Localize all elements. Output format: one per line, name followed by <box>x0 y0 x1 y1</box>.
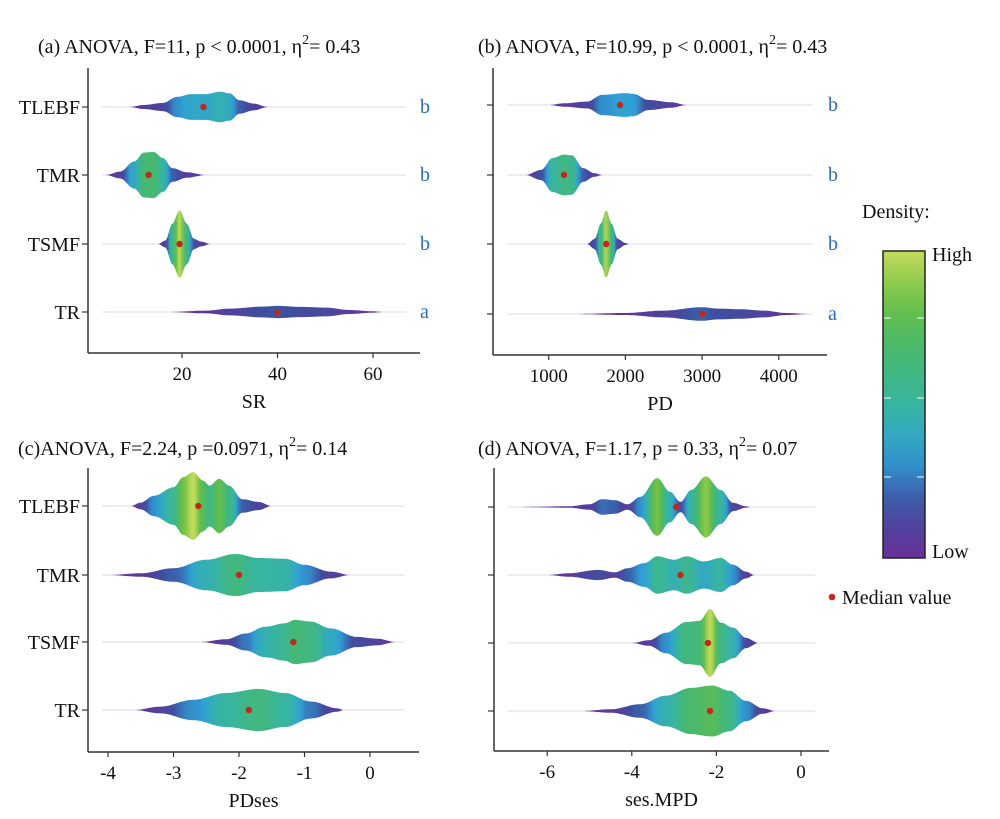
density-colorbar <box>882 250 926 559</box>
x-tick-label: 3000 <box>683 366 721 387</box>
x-tick-label: 60 <box>364 364 383 385</box>
panel-c: (c)ANOVA, F=2.24, p =0.0971, η2= 0.14 -4 -… <box>18 435 419 812</box>
title-superscript: 2 <box>769 33 776 48</box>
panel-a: (a) ANOVA, F=11, p < 0.0001, η2= 0.43 20 4… <box>19 33 430 413</box>
y-tick-label: TLEBF <box>19 496 80 518</box>
y-tick-label: TSMF <box>28 632 80 654</box>
panel-title: (d) ANOVA, F=1.17, p = 0.33, η2= 0.07 <box>478 435 797 460</box>
group-letter: b <box>420 96 430 118</box>
y-tick-label: TLEBF <box>19 97 80 119</box>
legend: Density: High Low Median value <box>828 201 972 609</box>
median-dot <box>274 308 281 316</box>
group-letter: b <box>420 233 430 255</box>
group-letter: b <box>420 164 430 186</box>
panel-title: (b) ANOVA, F=10.99, p < 0.0001, η2= 0.43 <box>478 33 827 58</box>
title-text: (c)ANOVA, F=2.24, p =0.0971, η <box>18 438 289 460</box>
x-tick-label: 0 <box>796 762 806 783</box>
panel-title: (a) ANOVA, F=11, p < 0.0001, η2= 0.43 <box>38 33 360 58</box>
title-superscript: 2 <box>302 33 309 48</box>
median-dot <box>235 571 243 579</box>
legend-high-label: High <box>932 244 972 266</box>
median-dot <box>145 171 152 179</box>
median-dot <box>706 707 714 715</box>
x-tick-label: -6 <box>539 762 555 783</box>
x-tick-label: 1000 <box>530 366 568 387</box>
median-dot <box>698 310 706 318</box>
median-dot <box>176 240 183 248</box>
group-letter: b <box>828 94 838 116</box>
x-tick-label: 4000 <box>760 366 798 387</box>
violin-tmr <box>547 556 755 594</box>
group-letter: a <box>420 301 429 323</box>
panel-b: (b) ANOVA, F=10.99, p < 0.0001, η2= 0.43… <box>478 33 838 415</box>
x-axis-label: SR <box>242 391 267 413</box>
title-text-suffix: = 0.07 <box>746 438 797 460</box>
median-dot <box>704 639 712 647</box>
violin-tr <box>581 685 775 737</box>
median-dot <box>200 103 207 111</box>
median-dot <box>603 240 610 248</box>
title-text-suffix: = 0.43 <box>309 36 360 58</box>
group-letter: b <box>828 233 838 255</box>
violin-tmr <box>105 151 205 199</box>
x-tick-label: 2000 <box>606 366 644 387</box>
title-text: (d) ANOVA, F=1.17, p = 0.33, η <box>478 438 739 460</box>
x-tick-label: 40 <box>268 364 287 385</box>
x-tick-label: -3 <box>166 763 182 784</box>
title-superscript: 2 <box>739 435 746 450</box>
violin-tsmf <box>158 210 211 278</box>
x-axis-label: PD <box>647 393 673 415</box>
violin-tr <box>571 307 809 321</box>
median-dot <box>195 502 202 510</box>
median-dot <box>245 706 253 714</box>
violin-tsmf <box>631 609 758 677</box>
y-tick-label: TR <box>54 302 80 324</box>
median-dot <box>677 571 684 579</box>
title-text-suffix: = 0.43 <box>776 36 827 58</box>
median-dot-legend-icon <box>828 593 836 601</box>
median-dot <box>673 503 680 511</box>
y-tick-label: TMR <box>37 565 81 587</box>
violin-tr <box>134 688 343 732</box>
y-tick-label: TSMF <box>28 234 80 256</box>
violin-tlebf <box>129 91 268 123</box>
title-superscript: 2 <box>289 435 296 450</box>
legend-median-label: Median value <box>842 587 952 609</box>
legend-low-label: Low <box>932 541 969 563</box>
colorbar-ticks <box>884 317 924 478</box>
legend-density-title: Density: <box>862 201 930 223</box>
violin-tmr <box>108 553 350 597</box>
x-tick-label: -1 <box>297 763 313 784</box>
x-axis-label: ses.MPD <box>625 789 698 811</box>
title-text-suffix: = 0.14 <box>296 438 347 460</box>
x-tick-label: -4 <box>100 763 116 784</box>
median-dot <box>290 638 297 646</box>
y-tick-label: TR <box>54 700 80 722</box>
panel-title: (c)ANOVA, F=2.24, p =0.0971, η2= 0.14 <box>18 435 347 460</box>
group-letter: b <box>828 164 838 186</box>
x-tick-label: 20 <box>173 364 192 385</box>
violin-tsmf <box>199 619 397 665</box>
x-tick-label: -4 <box>624 762 640 783</box>
x-tick-label: -2 <box>708 762 724 783</box>
title-text: (a) ANOVA, F=11, p < 0.0001, η <box>38 36 302 58</box>
median-dot <box>560 171 568 179</box>
title-text: (b) ANOVA, F=10.99, p < 0.0001, η <box>478 36 769 58</box>
panel-d: (d) ANOVA, F=1.17, p = 0.33, η2= 0.07 -6 -… <box>478 435 829 811</box>
x-tick-label: 0 <box>365 763 375 784</box>
y-tick-label: TMR <box>37 165 81 187</box>
x-tick-label: -2 <box>231 763 247 784</box>
median-dot <box>616 101 624 109</box>
violin-tlebf <box>513 476 749 538</box>
group-letter: a <box>828 303 837 325</box>
x-axis-label: PDses <box>228 790 278 812</box>
